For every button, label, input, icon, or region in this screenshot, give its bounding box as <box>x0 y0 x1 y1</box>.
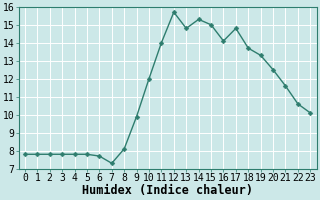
X-axis label: Humidex (Indice chaleur): Humidex (Indice chaleur) <box>82 184 253 197</box>
